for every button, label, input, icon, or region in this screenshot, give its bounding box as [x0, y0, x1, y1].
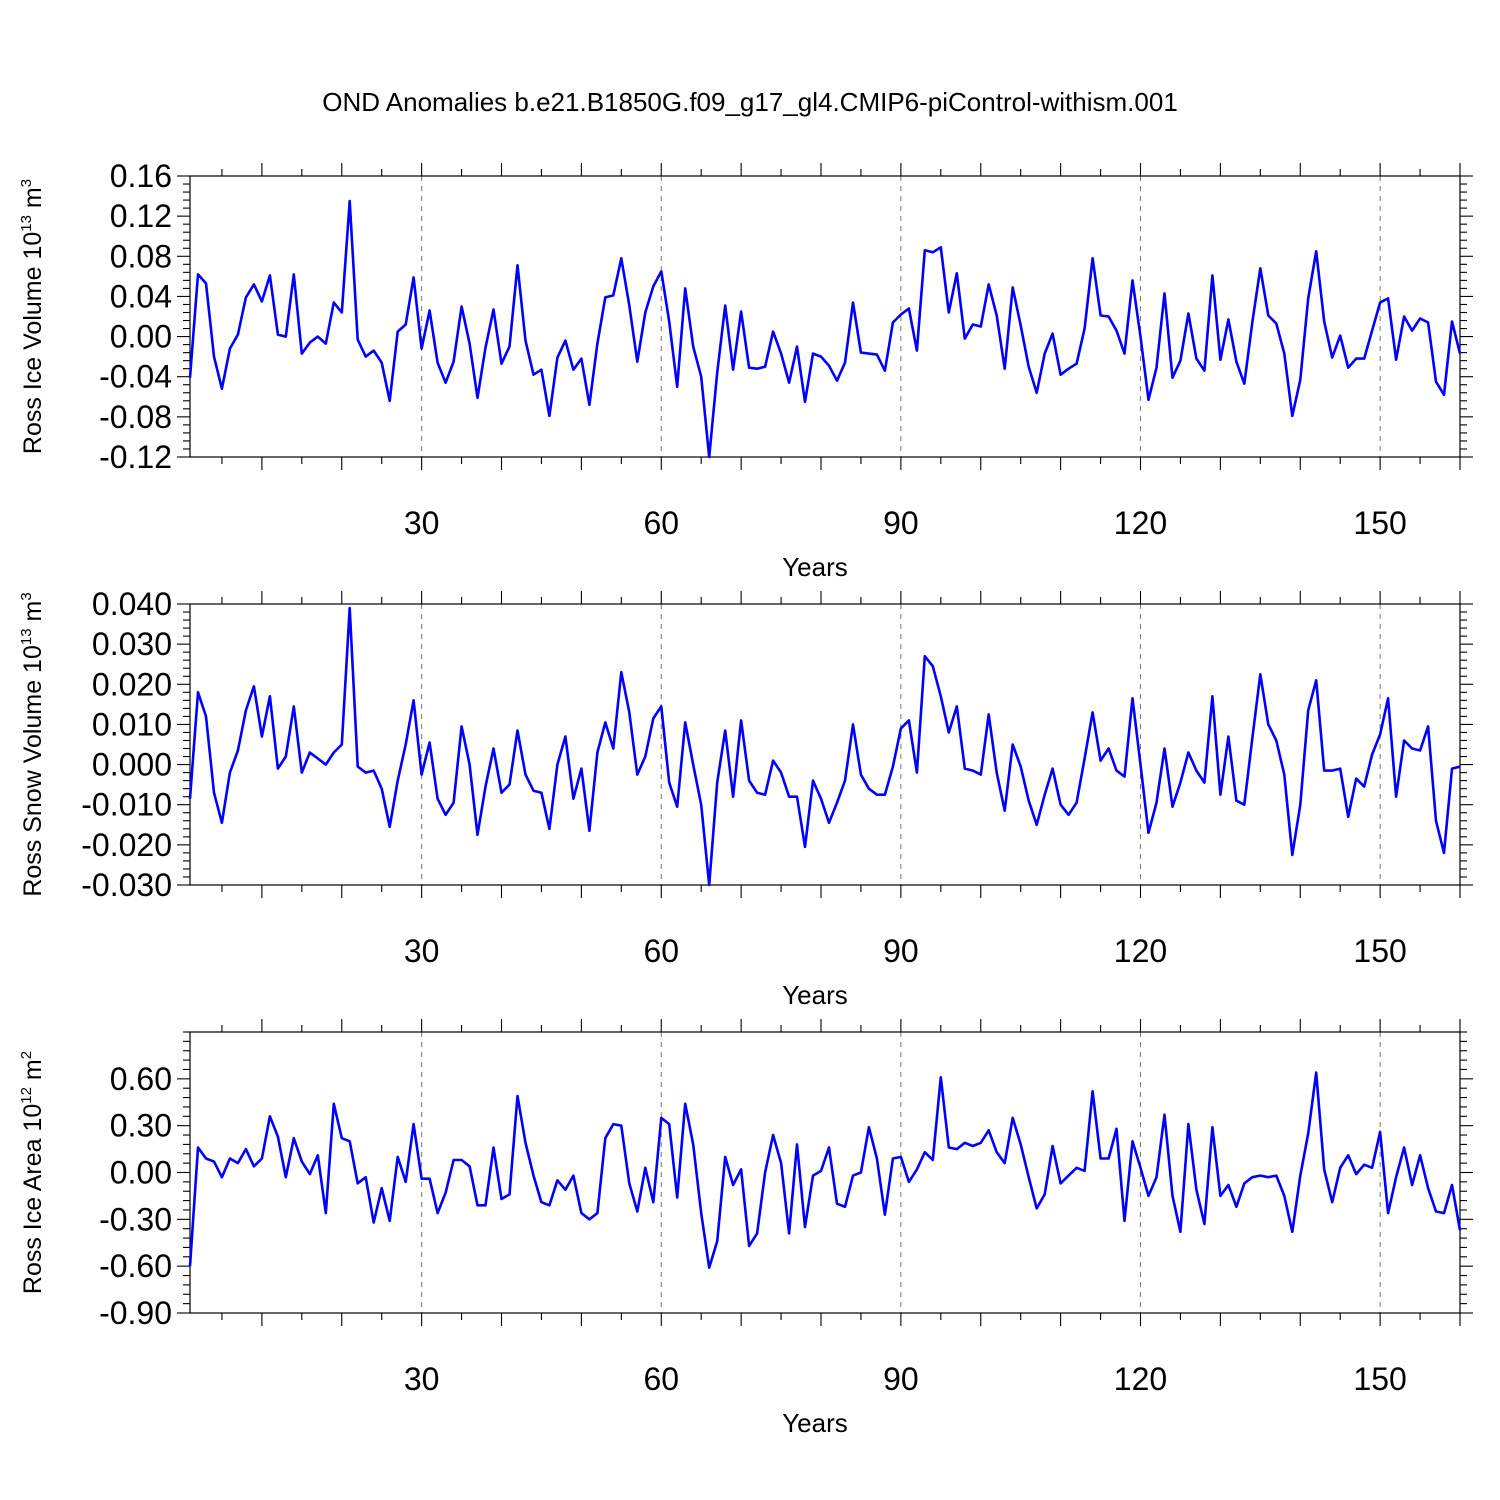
y-tick-label: 0.16: [110, 158, 172, 194]
y-tick-label: 0.60: [110, 1061, 172, 1097]
y-axis-title-text: Ross Ice Volume 10: [19, 232, 47, 454]
x-tick-label: 30: [404, 1361, 440, 1397]
x-axis-title: Years: [782, 1408, 848, 1438]
y-tick-label: -0.020: [81, 827, 172, 863]
y-tick-label: -0.30: [99, 1201, 172, 1237]
series-line-ice-area: [188, 1071, 1462, 1269]
x-tick-label: 60: [643, 933, 679, 969]
y-tick-label: 0.08: [110, 238, 172, 274]
x-tick-label: 90: [883, 933, 919, 969]
panel-ice-area: -0.90 -0.60 -0.30 0.00 0.30 0.60 30 60 90 120 150 Y…: [18, 1019, 1473, 1438]
y-axis-title: Ross Snow Volume 1013 m3: [18, 592, 47, 896]
y-tick-label: -0.08: [99, 399, 172, 435]
y-axis-title-exponent: 12: [18, 1087, 35, 1104]
y-axis-title-unit: m: [19, 1059, 47, 1087]
y-axis-title-unit-exponent: 3: [18, 179, 35, 187]
y-tick-label: -0.90: [99, 1295, 172, 1331]
x-axis-title: Years: [782, 980, 848, 1010]
y-tick-label: 0.000: [92, 747, 172, 783]
x-tick-label: 60: [643, 1361, 679, 1397]
x-tick-label: 150: [1353, 1361, 1406, 1397]
series-line-ice-volume: [188, 199, 1462, 459]
y-axis-title-text: Ross Snow Volume 10: [19, 645, 47, 897]
y-axis-title-text: Ross Ice Area 10: [19, 1104, 47, 1294]
y-tick-label: -0.010: [81, 787, 172, 823]
panel-snow-volume: -0.030 -0.020 -0.010 0.000 0.010 0.020 0.030 0.…: [18, 586, 1473, 1010]
y-axis-title: Ross Ice Volume 1013 m3: [18, 179, 47, 454]
series-line-snow-volume: [188, 606, 1461, 887]
plot-frame: [189, 1031, 1461, 1314]
plot-frame: [189, 603, 1461, 886]
y-tick-label: 0.30: [110, 1108, 172, 1144]
x-tick-label: 120: [1114, 933, 1167, 969]
x-tick-label: 120: [1114, 1361, 1167, 1397]
main-title: OND Anomalies b.e21.B1850G.f09_g17_gl4.C…: [322, 87, 1178, 117]
y-tick-label: -0.12: [99, 439, 172, 475]
y-axis-title-unit: m: [19, 187, 47, 215]
y-axis-title: Ross Ice Area 1012 m2: [18, 1051, 47, 1294]
x-tick-label: 150: [1353, 505, 1406, 541]
y-axis-title-exponent: 13: [18, 215, 35, 232]
plot-frame: [189, 175, 1461, 458]
y-axis-title-exponent: 13: [18, 628, 35, 645]
y-tick-label: -0.04: [99, 359, 172, 395]
x-axis-title: Years: [782, 552, 848, 582]
y-axis-title-unit-exponent: 3: [18, 592, 35, 600]
x-tick-label: 150: [1353, 933, 1406, 969]
y-tick-label: -0.030: [81, 867, 172, 903]
x-tick-label: 30: [404, 505, 440, 541]
y-tick-label: 0.020: [92, 666, 172, 702]
x-tick-label: 30: [404, 933, 440, 969]
y-tick-label: 0.040: [92, 586, 172, 622]
x-tick-label: 60: [643, 505, 679, 541]
y-tick-label: -0.60: [99, 1248, 172, 1284]
y-axis-title-unit: m: [19, 601, 47, 629]
y-tick-label: 0.04: [110, 278, 172, 314]
x-tick-label: 90: [883, 505, 919, 541]
y-tick-label: 0.010: [92, 706, 172, 742]
y-axis-title-unit-exponent: 2: [18, 1051, 35, 1059]
y-tick-label: 0.030: [92, 626, 172, 662]
x-tick-label: 90: [883, 1361, 919, 1397]
y-tick-label: 0.00: [110, 1155, 172, 1191]
y-tick-label: 0.00: [110, 319, 172, 355]
y-tick-label: 0.12: [110, 198, 172, 234]
panel-ice-volume: -0.12 -0.08 -0.04 0.00 0.04 0.08 0.12 0.16 30 60 9…: [18, 158, 1473, 582]
x-tick-label: 120: [1114, 505, 1167, 541]
